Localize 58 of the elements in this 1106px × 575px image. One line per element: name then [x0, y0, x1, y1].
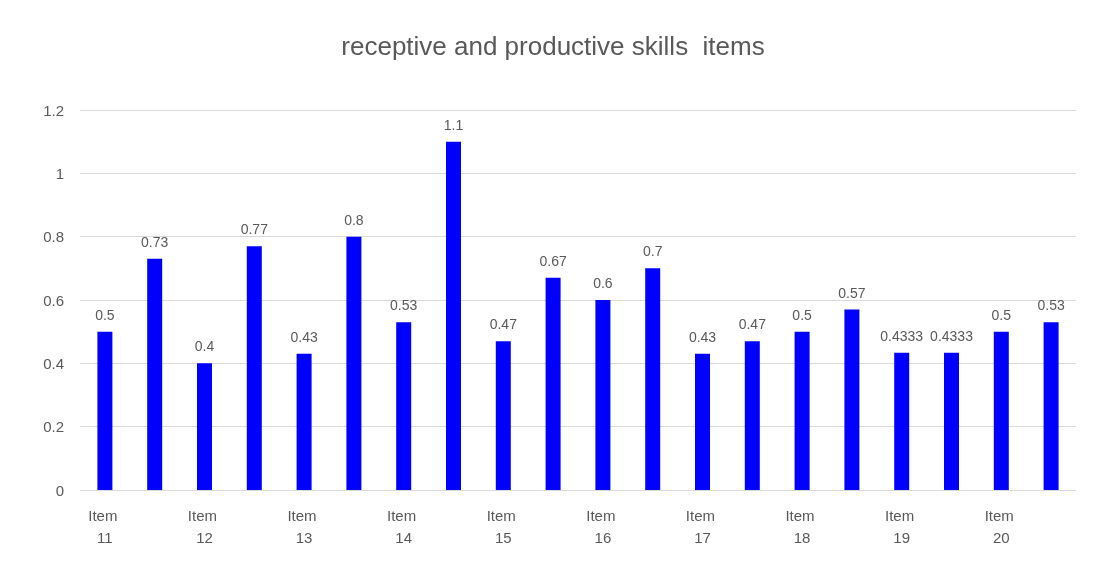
y-tick-label: 0.2	[43, 418, 64, 436]
data-label: 0.43	[688, 328, 717, 345]
chart-title: receptive and productive skills items	[341, 31, 765, 61]
x-tick-label: Item 13	[287, 506, 321, 546]
data-label: 0.57	[838, 284, 866, 301]
bar	[844, 309, 860, 490]
x-tick-label: Item 15	[486, 506, 520, 546]
data-label: 0.47	[489, 316, 518, 333]
bar	[744, 341, 760, 490]
x-tick-label: Item 17	[685, 506, 720, 546]
y-tick-label: 0.8	[43, 228, 64, 246]
y-tick-label: 1	[55, 164, 64, 182]
x-tick-label: Item 11	[88, 506, 122, 546]
x-tick-label: Item 16	[586, 506, 620, 546]
data-label: 0.5	[95, 306, 115, 323]
bar	[346, 236, 362, 490]
bar	[993, 331, 1009, 490]
data-label: 0.53	[1037, 297, 1065, 314]
x-tick-label: Item 18	[785, 506, 819, 546]
bar	[944, 352, 959, 490]
bar	[296, 353, 312, 490]
bar	[446, 141, 461, 490]
data-label: 0.73	[141, 233, 169, 250]
data-label: 1.1	[443, 116, 464, 133]
data-label: 0.4333	[880, 327, 924, 344]
x-tick-label: Item 20	[984, 506, 1018, 546]
bar	[595, 300, 611, 490]
data-label: 0.7	[642, 243, 663, 260]
data-label: 0.5	[991, 306, 1012, 323]
y-tick-label: 0	[55, 481, 64, 499]
x-tick-label: Item 14	[387, 506, 421, 546]
data-label: 0.4	[194, 338, 215, 355]
bar	[894, 352, 910, 490]
data-label: 0.5	[792, 306, 813, 323]
bar	[246, 246, 262, 490]
bar	[97, 331, 113, 490]
data-label: 0.6	[593, 275, 613, 291]
x-tick-label: Item 19	[885, 506, 919, 546]
data-label: 0.77	[240, 221, 269, 238]
y-tick-label: 0.6	[43, 291, 64, 309]
data-label: 0.47	[738, 316, 767, 333]
bar	[695, 353, 710, 490]
bar	[645, 268, 661, 490]
bar	[794, 331, 810, 490]
x-tick-label: Item 12	[187, 506, 222, 546]
data-label: 0.43	[290, 328, 318, 345]
bar	[197, 363, 212, 490]
data-label: 0.53	[390, 297, 418, 314]
data-label: 0.4333	[930, 327, 974, 344]
bar	[1043, 322, 1059, 490]
bar	[147, 258, 163, 490]
bar	[396, 322, 412, 490]
data-label: 0.8	[344, 211, 364, 228]
y-tick-label: 1.2	[43, 101, 64, 119]
y-tick-label: 0.4	[43, 354, 64, 372]
bar	[545, 277, 561, 490]
bar	[495, 341, 511, 490]
data-label: 0.67	[539, 252, 567, 269]
